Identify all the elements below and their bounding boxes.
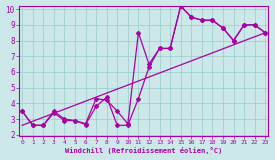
X-axis label: Windchill (Refroidissement éolien,°C): Windchill (Refroidissement éolien,°C) (65, 148, 222, 154)
